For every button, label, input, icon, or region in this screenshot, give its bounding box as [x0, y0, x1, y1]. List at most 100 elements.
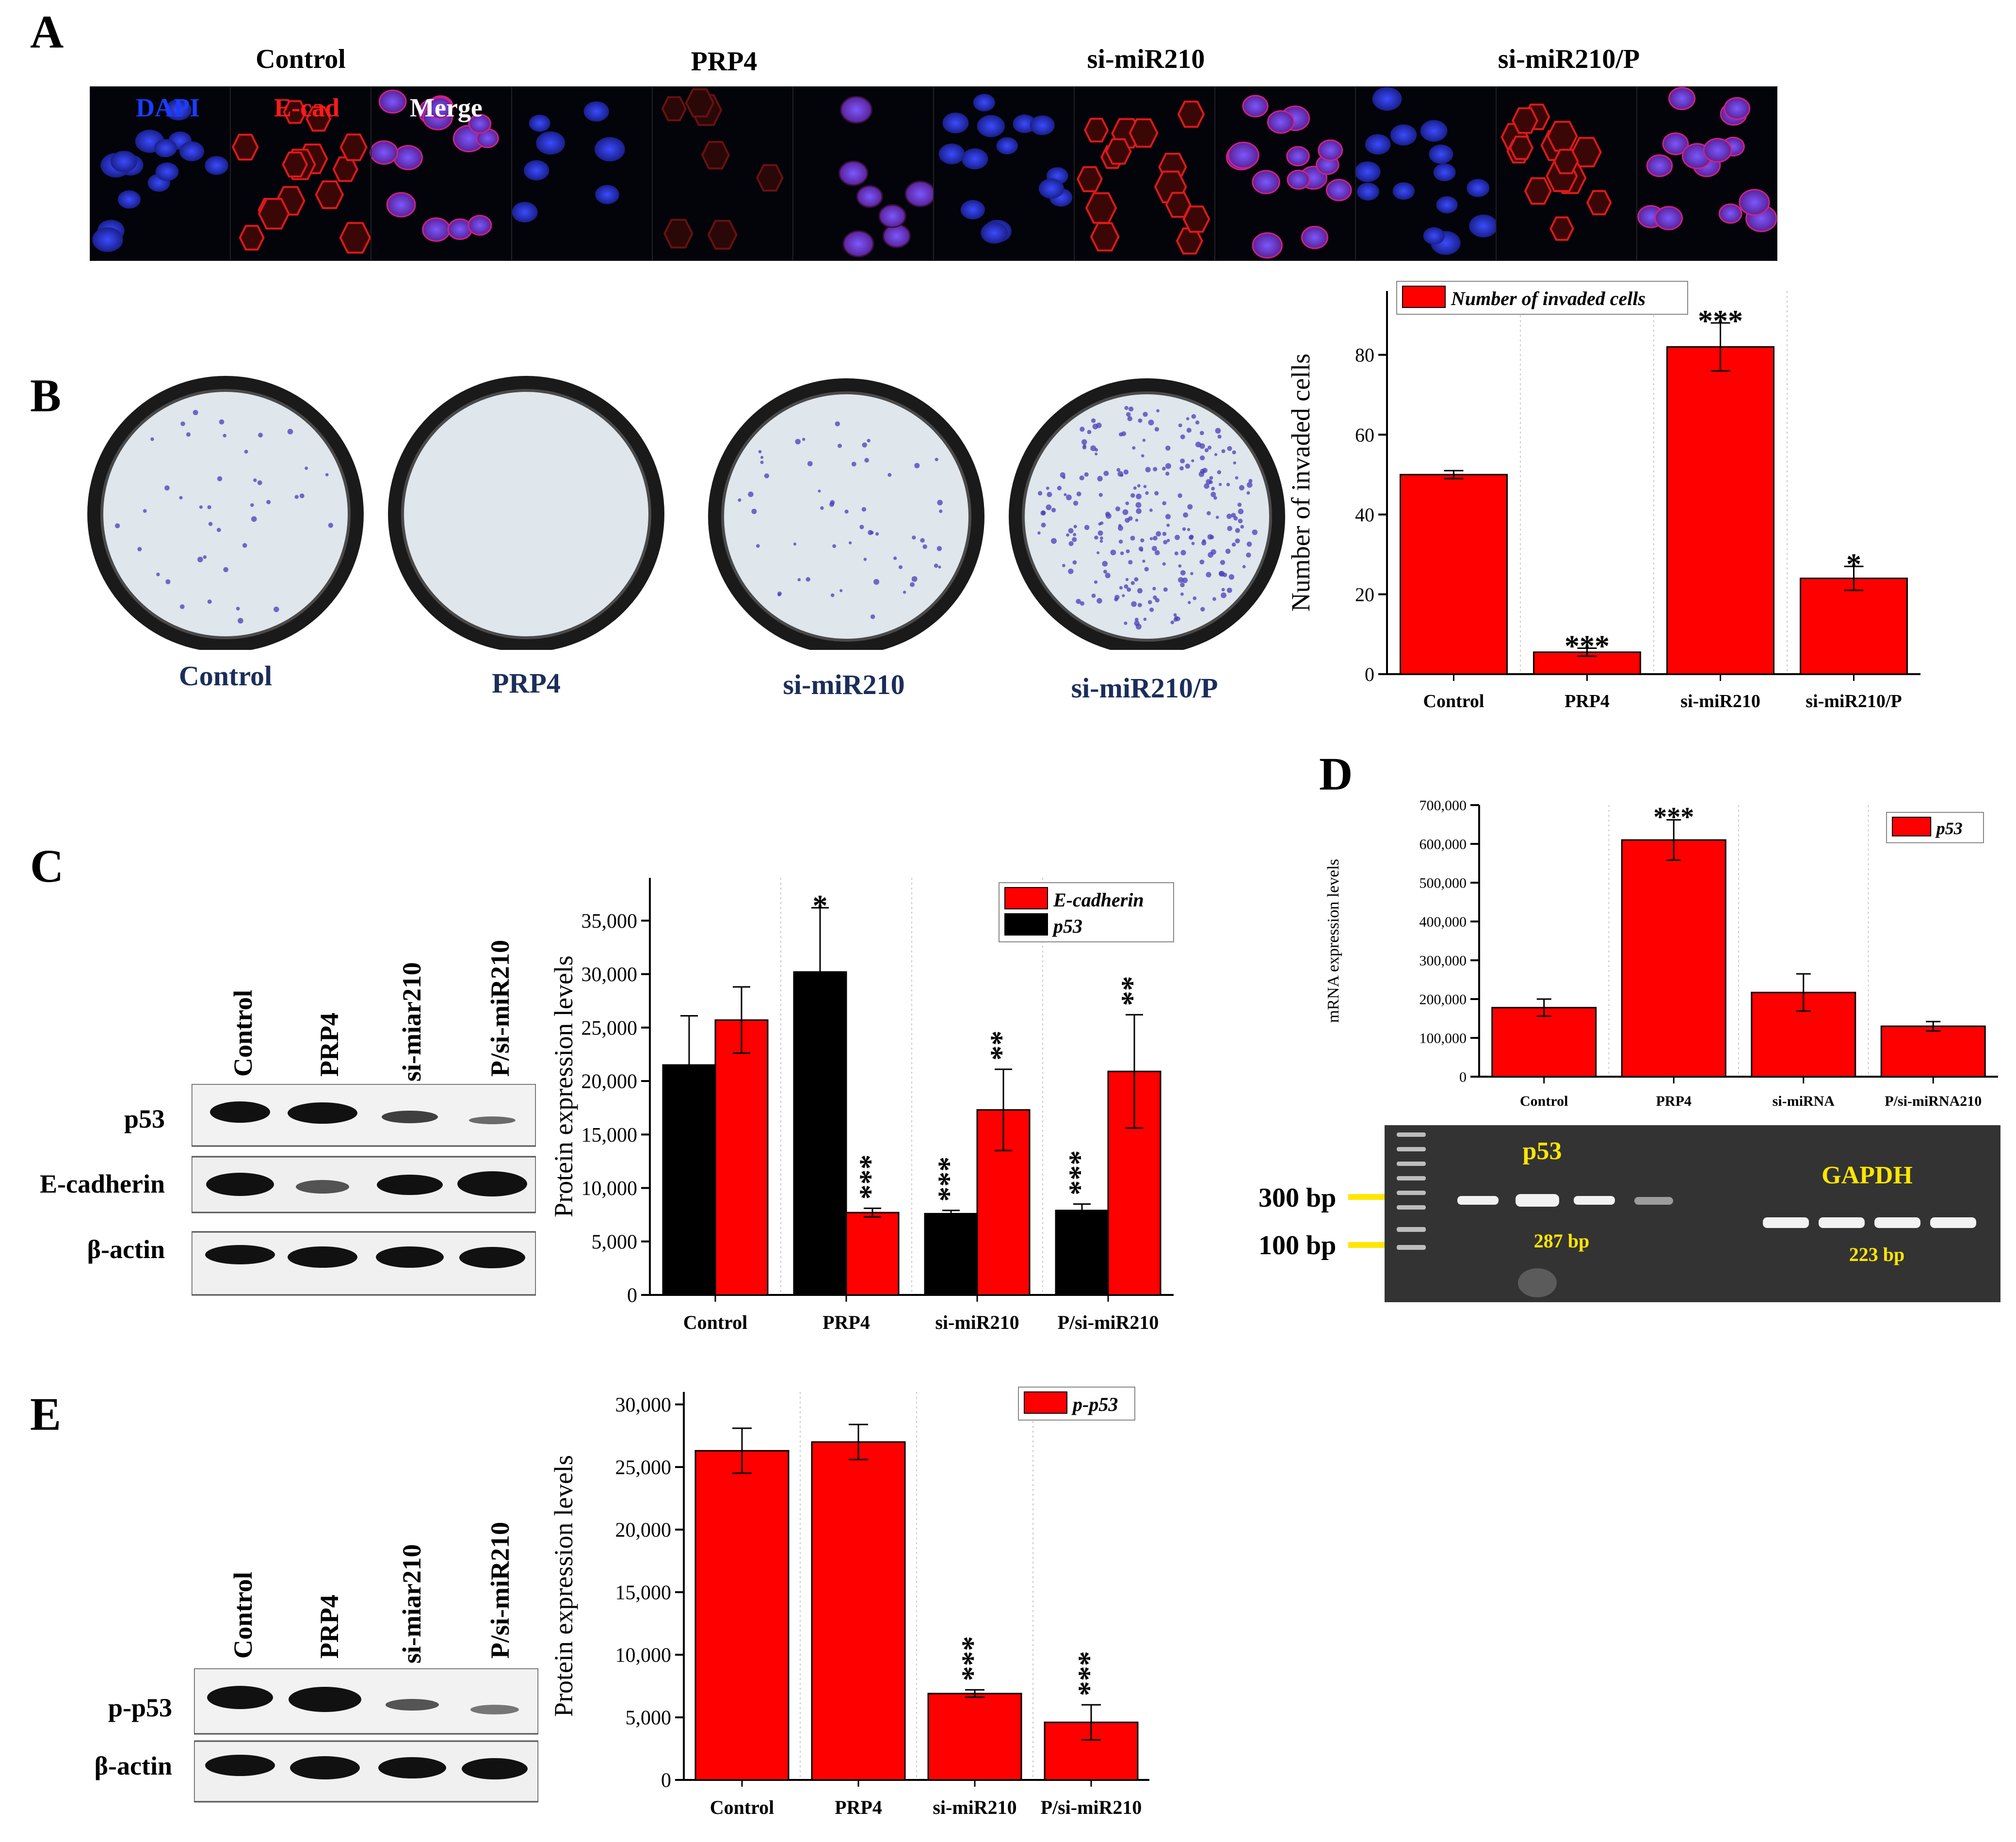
- y-tick-label: 10,000: [615, 1645, 672, 1667]
- invaded-cell: [1081, 439, 1087, 445]
- invaded-cell: [1248, 479, 1253, 483]
- invaded-cell: [1200, 607, 1205, 612]
- nucleus: [1013, 114, 1036, 133]
- nucleus: [1420, 120, 1448, 142]
- merged-cell: [393, 145, 423, 171]
- invaded-cell: [1212, 597, 1216, 601]
- invaded-cell: [1202, 539, 1206, 543]
- invaded-cell: [1134, 577, 1139, 582]
- bar-Number of invaded cells-Control: [1400, 474, 1508, 675]
- invaded-cell: [893, 556, 897, 560]
- invaded-cell: [199, 505, 203, 509]
- invaded-cell: [1135, 623, 1142, 630]
- dish-membrane: [1023, 393, 1271, 640]
- significance-marker: **: [1116, 976, 1149, 1006]
- band-p53-3: [382, 1111, 438, 1123]
- significance-marker: **: [985, 1031, 1018, 1061]
- nucleus: [583, 101, 609, 122]
- nucleus: [529, 114, 550, 132]
- panel-letter-e: E: [30, 1388, 62, 1440]
- chart-legend: p53: [1886, 812, 1984, 843]
- invaded-cell: [1068, 568, 1074, 574]
- invaded-cell: [1199, 559, 1205, 565]
- invaded-cell: [253, 478, 257, 482]
- invaded-cell: [1145, 467, 1151, 472]
- invaded-cell: [830, 593, 835, 598]
- invaded-cell: [1090, 445, 1097, 452]
- invaded-cell: [1149, 508, 1153, 512]
- membrane: [685, 88, 715, 118]
- invaded-cell: [164, 485, 170, 491]
- invaded-cell: [1180, 458, 1185, 464]
- invaded-cell: [1129, 406, 1134, 412]
- invaded-cell: [863, 557, 867, 561]
- invaded-cell: [756, 544, 760, 548]
- invaded-cell: [1068, 528, 1074, 533]
- invaded-cell: [1152, 546, 1157, 551]
- invaded-cell: [1227, 526, 1232, 531]
- invaded-cell: [1214, 453, 1218, 456]
- invaded-cell: [1137, 588, 1143, 594]
- nucleus: [205, 156, 228, 175]
- merged-cell: [370, 140, 399, 165]
- invaded-cell: [236, 607, 240, 611]
- membrane: [1547, 121, 1578, 152]
- invaded-cell: [1175, 534, 1180, 540]
- invaded-cell: [818, 489, 821, 493]
- invaded-cell: [1126, 549, 1130, 553]
- panel-a-micrographs: DAPI E-cad Merge: [90, 86, 1777, 261]
- invaded-cell: [795, 438, 801, 445]
- invaded-cell: [193, 410, 198, 416]
- blot-label-p53: p53: [124, 1104, 165, 1133]
- nucleus: [179, 141, 204, 162]
- invaded-cell: [875, 532, 879, 536]
- invaded-cell: [1199, 443, 1205, 449]
- invaded-cell: [806, 577, 810, 582]
- blot-label-beta-actin-c: β-actin: [87, 1235, 165, 1264]
- invaded-cell: [1140, 548, 1144, 552]
- invaded-cell: [1046, 504, 1052, 510]
- invaded-cell: [1130, 493, 1135, 498]
- invaded-cell: [1072, 560, 1077, 565]
- invaded-cell: [1137, 603, 1142, 608]
- band-actin-c-3: [376, 1246, 444, 1268]
- invaded-cell: [1235, 476, 1239, 480]
- invaded-cell: [1221, 449, 1226, 453]
- invaded-cell: [938, 566, 941, 569]
- lane-label-c-prp4: PRP4: [315, 1013, 344, 1077]
- invaded-cell: [1125, 501, 1129, 505]
- invaded-cell: [1119, 432, 1123, 436]
- legend-label: E-cadherin: [1053, 889, 1144, 911]
- invaded-cell: [1136, 493, 1142, 500]
- merged-cell: [1227, 142, 1259, 169]
- invaded-cell: [1124, 584, 1129, 589]
- invaded-cell: [1097, 476, 1103, 482]
- invaded-cell: [1142, 559, 1145, 563]
- band-actin-c-2: [288, 1246, 357, 1268]
- nucleus: [1038, 178, 1064, 199]
- invaded-cell: [1188, 601, 1191, 604]
- y-tick-label: 40: [1355, 504, 1374, 526]
- invaded-cell: [1068, 541, 1074, 547]
- x-tick-label: P/si-miR210: [1041, 1796, 1142, 1818]
- nucleus: [1423, 227, 1445, 244]
- panel-letter-a: A: [30, 6, 64, 58]
- nucleus: [92, 227, 123, 252]
- invaded-cell: [751, 508, 757, 514]
- invaded-cell: [1117, 471, 1124, 477]
- y-tick-label: 700,000: [1419, 798, 1467, 814]
- invaded-cell: [1147, 600, 1152, 604]
- invaded-cell: [1208, 445, 1212, 450]
- invaded-cell: [287, 429, 293, 435]
- invaded-cell: [1173, 613, 1177, 617]
- invaded-cell: [216, 528, 221, 533]
- invaded-cell: [1217, 435, 1222, 439]
- invaded-cell: [1118, 539, 1123, 544]
- dish-membrane: [102, 390, 349, 638]
- merged-cell: [1668, 86, 1696, 111]
- invaded-cell: [1240, 525, 1244, 529]
- band-p-p53-3: [386, 1699, 439, 1711]
- membrane: [1553, 148, 1579, 175]
- invaded-cell: [797, 578, 801, 582]
- invaded-cell: [223, 434, 226, 437]
